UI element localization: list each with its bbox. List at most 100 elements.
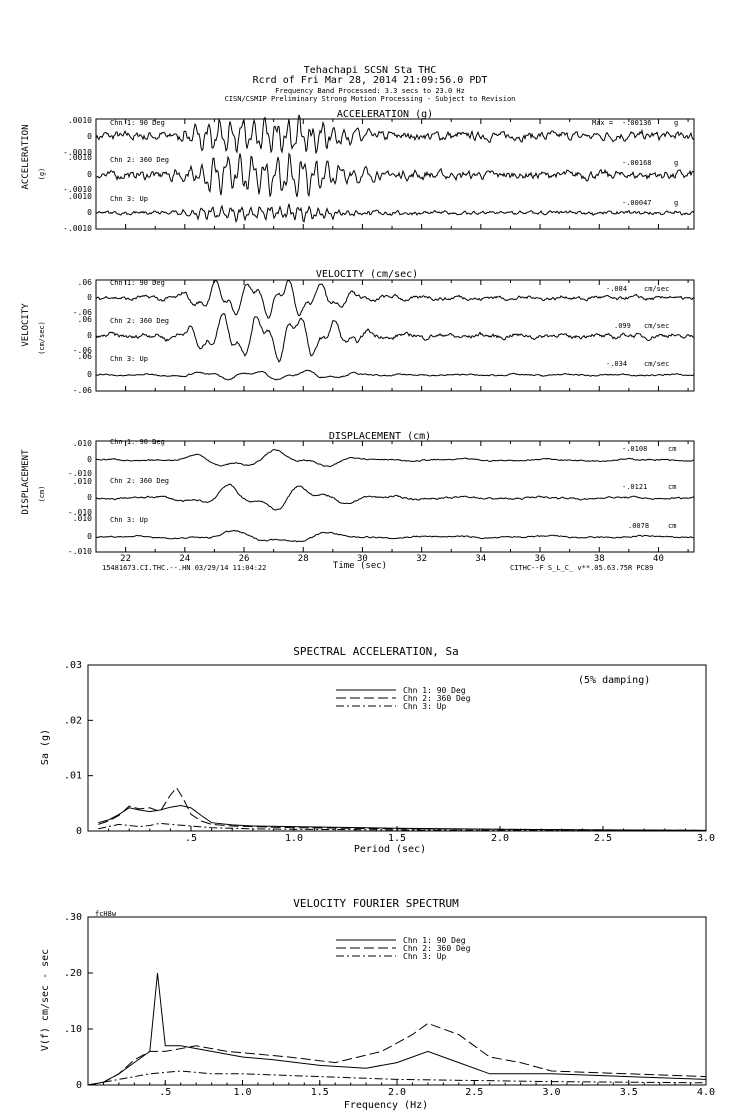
vel-ch2-ytick-top: .06: [78, 315, 93, 324]
vel-ch1-ytick-top: .06: [78, 278, 93, 287]
acceleration-frame: [95, 118, 695, 230]
vel-ch3-name: Chn 3: Up: [110, 355, 148, 363]
series-line-1: [98, 804, 707, 831]
sa-ylabel: Sa (g): [40, 729, 51, 765]
sa-frame: [87, 664, 707, 832]
vel-ch2-trace: [95, 312, 694, 363]
y-tick-label: .02: [64, 715, 82, 726]
disp-ch3-max: .0078: [628, 522, 649, 530]
y-tick-label: .20: [64, 968, 82, 979]
series-line-2: [98, 786, 707, 831]
disp-ch2-ytick-zero: 0: [87, 493, 92, 502]
displacement-unit-label: (cm): [38, 486, 46, 503]
acc-ch1-ytick-bottom: -.0010: [63, 148, 92, 157]
fs-xlabel: Frequency (Hz): [344, 1100, 428, 1111]
y-tick-label: 0: [76, 826, 82, 837]
sa-xlabel: Period (sec): [354, 844, 426, 855]
x-tick-label: 1.5: [311, 1087, 329, 1098]
displacement-title: DISPLACEMENT (cm): [329, 431, 431, 442]
x-tick-label: 2.5: [594, 833, 612, 844]
fs-title: VELOCITY FOURIER SPECTRUM: [293, 897, 459, 910]
disp-ch2-ytick-bottom: -.010: [68, 508, 92, 517]
vel-ch1-ytick-bottom: -.06: [73, 308, 92, 317]
x-tick-label: 3.5: [620, 1087, 638, 1098]
x-tick-label: 1.0: [285, 833, 303, 844]
vel-ch1-max: -.084: [606, 285, 627, 293]
vel-ch1-unit: cm/sec: [644, 285, 669, 293]
vel-ch2-max: .099: [614, 322, 631, 330]
sa-title: SPECTRAL ACCELERATION, Sa: [293, 645, 459, 658]
sa-legend-label-3: Chn 3: Up: [403, 702, 447, 711]
disp-ch1-unit: cm: [668, 445, 676, 453]
x-tick-label: 3.0: [542, 1087, 560, 1098]
acc-ch2-ytick-bottom: -.0010: [63, 185, 92, 194]
fs-legend-label-2: Chn 2: 360 Deg: [403, 944, 471, 953]
y-tick-label: .10: [64, 1024, 82, 1035]
x-tick-label: 1.5: [388, 833, 406, 844]
time-tick-label: 24: [179, 554, 190, 564]
disp-ch2-trace: [95, 483, 695, 511]
acc-ch3-ytick-bottom: -.0010: [63, 224, 92, 233]
disp-ch1-ytick-bottom: -.010: [68, 469, 92, 478]
vel-ch1-ytick-zero: 0: [87, 293, 92, 302]
acceleration-side-label: ACCELERATION: [21, 124, 31, 189]
velocity-side-label: VELOCITY: [21, 303, 31, 347]
time-tick-label: 32: [416, 554, 427, 564]
disp-ch3-name: Chn 3: Up: [110, 516, 148, 524]
sa-legend-label-1: Chn 1: 90 Deg: [403, 686, 466, 695]
fs-legend-label-3: Chn 3: Up: [403, 952, 447, 961]
processing-note: CISN/CSMIP Preliminary Strong Motion Pro…: [225, 95, 516, 103]
acc-ch1-trace: [95, 114, 695, 154]
disp-ch1-ytick-zero: 0: [87, 455, 92, 464]
time-tick-labels: 22 24 26 28 30 32 34 36 38 40: [120, 554, 664, 564]
time-tick-label: 40: [653, 554, 664, 564]
acc-ch2-ytick-zero: 0: [87, 170, 92, 179]
disp-ch3-unit: cm: [668, 522, 676, 530]
series-line-1: [87, 972, 707, 1086]
series-line-3: [98, 822, 706, 831]
disp-ch3-ytick-top: .010: [73, 514, 92, 523]
velocity-title: VELOCITY (cm/sec): [316, 269, 418, 280]
time-axis-label: Time (sec): [333, 561, 387, 571]
x-tick-label: 1.0: [233, 1087, 251, 1098]
sa-axis-ticks: .5 1.0 1.5 2.0 2.5 3.0 0 .01 .02 .03: [64, 660, 715, 844]
acc-ch3-name: Chn 3: Up: [110, 195, 148, 203]
velocity-group: VELOCITY (cm/sec) VELOCITY (cm/sec) .06 …: [21, 269, 695, 395]
fs-legend: Chn 1: 90 Deg Chn 2: 360 Deg Chn 3: Up: [336, 936, 471, 961]
fs-axis-ticks: .5 1.0 1.5 2.0 2.5 3.0 3.5 4.0 0 .10 .20 .30: [64, 912, 715, 1098]
x-tick-label: 2.0: [388, 1087, 406, 1098]
disp-ch1-ytick-top: .010: [73, 439, 92, 448]
y-tick-label: 0: [76, 1080, 82, 1091]
time-tick-label: 30: [357, 554, 368, 564]
displacement-side-label: DISPLACEMENT: [21, 449, 31, 515]
disp-ch1-max: -.0108: [622, 445, 647, 453]
vel-ch2-name: Chn 2: 360 Deg: [110, 317, 169, 325]
sa-series-lines: [98, 786, 707, 831]
disp-ch1-name: Chn 1: 90 Deg: [110, 438, 165, 446]
acc-ch1-max: -.00136: [622, 119, 652, 127]
disp-ch2-ytick-top: .010: [73, 477, 92, 486]
vel-ch3-unit: cm/sec: [644, 360, 669, 368]
displacement-group: DISPLACEMENT (cm) DISPLACEMENT (cm) .010…: [21, 431, 695, 572]
vel-ch2-unit: cm/sec: [644, 322, 669, 330]
time-tick-label: 28: [298, 554, 309, 564]
sa-legend: Chn 1: 90 Deg Chn 2: 360 Deg Chn 3: Up: [336, 686, 471, 711]
disp-ch2-name: Chn 2: 360 Deg: [110, 477, 169, 485]
x-tick-label: 3.0: [697, 833, 715, 844]
footer-right: CITHC--F S_L_C_ v**.05.63.75R PC89: [510, 564, 653, 572]
x-tick-label: .5: [159, 1087, 171, 1098]
fs-frame: [87, 916, 707, 1086]
fs-legend-label-1: Chn 1: 90 Deg: [403, 936, 466, 945]
vel-ch3-ytick-zero: 0: [87, 370, 92, 379]
vel-ch1-trace: [95, 279, 695, 319]
vel-ch2-ytick-zero: 0: [87, 331, 92, 340]
acc-ch2-ytick-top: .0010: [68, 153, 92, 162]
velocity-unit-label: (cm/sec): [38, 321, 46, 355]
fs-ylabel: V(f) cm/sec - sec: [40, 949, 51, 1051]
time-tick-label: 38: [594, 554, 605, 564]
time-tick-label: 34: [475, 554, 486, 564]
y-tick-label: .03: [64, 660, 82, 671]
time-tick-label: 36: [535, 554, 546, 564]
disp-ch3-trace: [95, 529, 695, 543]
y-tick-label: .01: [64, 771, 82, 782]
